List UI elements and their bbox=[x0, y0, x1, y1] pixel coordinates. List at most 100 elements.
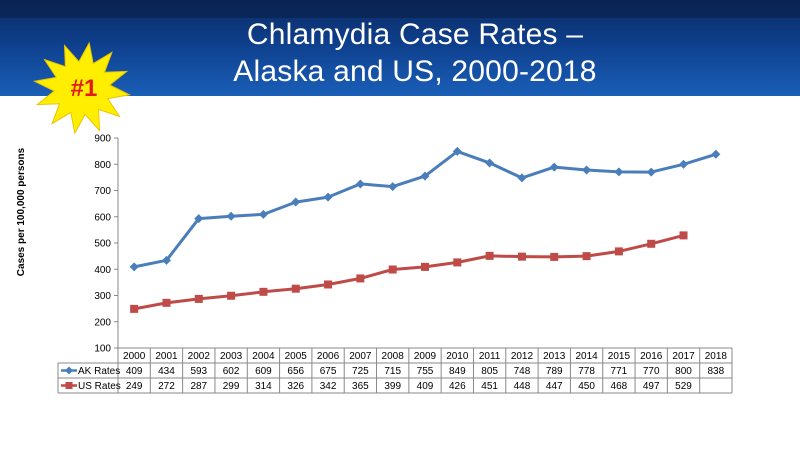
y-tick-label: 500 bbox=[94, 239, 111, 250]
data-point-marker bbox=[517, 252, 526, 261]
legend-marker-key bbox=[65, 382, 73, 389]
data-point-marker bbox=[614, 167, 624, 177]
data-point-marker bbox=[679, 231, 688, 240]
data-point-marker bbox=[679, 159, 689, 169]
table-value-cell: 272 bbox=[158, 381, 175, 392]
table-value-cell: 656 bbox=[287, 366, 304, 377]
data-point-marker bbox=[323, 192, 333, 202]
series-name-label: AK Rates bbox=[78, 366, 120, 377]
data-point-marker bbox=[711, 149, 721, 159]
y-tick-label: 100 bbox=[94, 344, 111, 355]
x-category-label: 2001 bbox=[155, 351, 178, 362]
data-point-marker bbox=[421, 262, 429, 271]
table-value-cell: 609 bbox=[255, 366, 272, 377]
data-point-marker bbox=[453, 258, 462, 267]
starburst-badge: #1 bbox=[32, 41, 132, 135]
slide-title-line-2: Alaska and US, 2000-2018 bbox=[233, 55, 597, 88]
data-point-marker bbox=[549, 162, 559, 172]
table-value-cell: 326 bbox=[287, 381, 304, 392]
x-category-label: 2003 bbox=[220, 351, 243, 362]
table-value-cell: 447 bbox=[546, 381, 563, 392]
data-point-marker bbox=[356, 274, 365, 283]
table-value-cell: 805 bbox=[481, 366, 498, 377]
table-value-cell: 529 bbox=[675, 381, 692, 392]
data-point-marker bbox=[129, 262, 139, 272]
table-value-cell: 468 bbox=[611, 381, 628, 392]
data-point-marker bbox=[162, 298, 171, 307]
data-point-marker bbox=[259, 287, 268, 296]
y-tick-label: 800 bbox=[94, 160, 111, 171]
y-tick-label: 300 bbox=[94, 291, 111, 302]
table-value-cell: 450 bbox=[578, 381, 595, 392]
data-point-marker bbox=[452, 146, 462, 156]
x-category-label: 2015 bbox=[608, 351, 631, 362]
x-category-label: 2005 bbox=[285, 351, 308, 362]
table-value-cell: 675 bbox=[320, 366, 337, 377]
table-value-cell: 770 bbox=[643, 366, 660, 377]
x-category-label: 2011 bbox=[479, 351, 501, 362]
data-point-marker bbox=[130, 304, 139, 313]
data-point-marker bbox=[550, 252, 559, 261]
table-value-cell: 602 bbox=[223, 366, 240, 377]
x-category-label: 2018 bbox=[705, 351, 728, 362]
y-tick-label: 600 bbox=[94, 212, 111, 223]
table-value-cell: 314 bbox=[255, 381, 272, 392]
y-tick-label: 400 bbox=[94, 265, 111, 276]
series-name-label: US Rates bbox=[78, 381, 121, 392]
data-point-marker bbox=[647, 239, 656, 248]
series-line-us bbox=[133, 233, 684, 311]
data-point-marker bbox=[517, 173, 527, 183]
x-category-label: 2012 bbox=[511, 351, 534, 362]
x-category-label: 2010 bbox=[446, 351, 469, 362]
table-value-cell: 249 bbox=[126, 381, 143, 392]
table-value-cell: 287 bbox=[190, 381, 207, 392]
x-category-label: 2014 bbox=[575, 351, 598, 362]
table-value-cell: 434 bbox=[158, 366, 175, 377]
table-value-cell: 409 bbox=[126, 366, 143, 377]
data-point-marker bbox=[420, 171, 430, 181]
data-point-marker bbox=[258, 209, 268, 219]
data-point-marker bbox=[194, 294, 203, 303]
table-value-cell: 365 bbox=[352, 381, 369, 392]
table-value-cell: 399 bbox=[384, 381, 401, 392]
data-point-marker bbox=[582, 252, 591, 261]
table-value-cell: 800 bbox=[675, 366, 692, 377]
table-value-cell: 342 bbox=[320, 381, 337, 392]
header-band bbox=[0, 0, 800, 96]
data-point-marker bbox=[485, 158, 495, 168]
y-tick-label: 700 bbox=[94, 186, 111, 197]
data-point-marker bbox=[194, 214, 204, 224]
y-tick-label: 900 bbox=[94, 134, 111, 145]
x-category-label: 2004 bbox=[252, 351, 275, 362]
data-point-marker bbox=[388, 265, 397, 274]
data-point-marker bbox=[388, 182, 398, 192]
x-category-label: 2008 bbox=[382, 351, 405, 362]
slide-title-line-1: Chlamydia Case Rates – bbox=[246, 18, 584, 51]
data-point-marker bbox=[582, 165, 592, 175]
data-point-marker bbox=[485, 251, 494, 260]
table-value-cell: 593 bbox=[190, 366, 207, 377]
data-point-marker bbox=[227, 291, 236, 300]
data-point-marker bbox=[291, 284, 300, 293]
x-category-label: 2002 bbox=[188, 351, 211, 362]
table-value-cell: 838 bbox=[707, 366, 724, 377]
table-value-cell: 778 bbox=[578, 366, 595, 377]
table-value-cell: 771 bbox=[611, 366, 628, 377]
table-value-cell: 755 bbox=[417, 366, 434, 377]
table-value-cell: 789 bbox=[546, 366, 563, 377]
table-value-cell: 299 bbox=[223, 381, 240, 392]
table-value-cell: 725 bbox=[352, 366, 369, 377]
data-point-marker bbox=[646, 167, 656, 177]
x-category-label: 2016 bbox=[640, 351, 663, 362]
data-point-marker bbox=[226, 211, 236, 221]
x-category-label: 2007 bbox=[349, 351, 372, 362]
data-point-marker bbox=[291, 197, 301, 207]
x-category-label: 2006 bbox=[317, 351, 340, 362]
x-category-label: 2013 bbox=[543, 351, 566, 362]
x-category-label: 2017 bbox=[672, 351, 695, 362]
data-point-marker bbox=[324, 280, 333, 289]
table-value-cell: 451 bbox=[481, 381, 498, 392]
x-category-label: 2009 bbox=[414, 351, 437, 362]
table-value-cell: 497 bbox=[643, 381, 660, 392]
data-point-marker bbox=[614, 247, 623, 256]
